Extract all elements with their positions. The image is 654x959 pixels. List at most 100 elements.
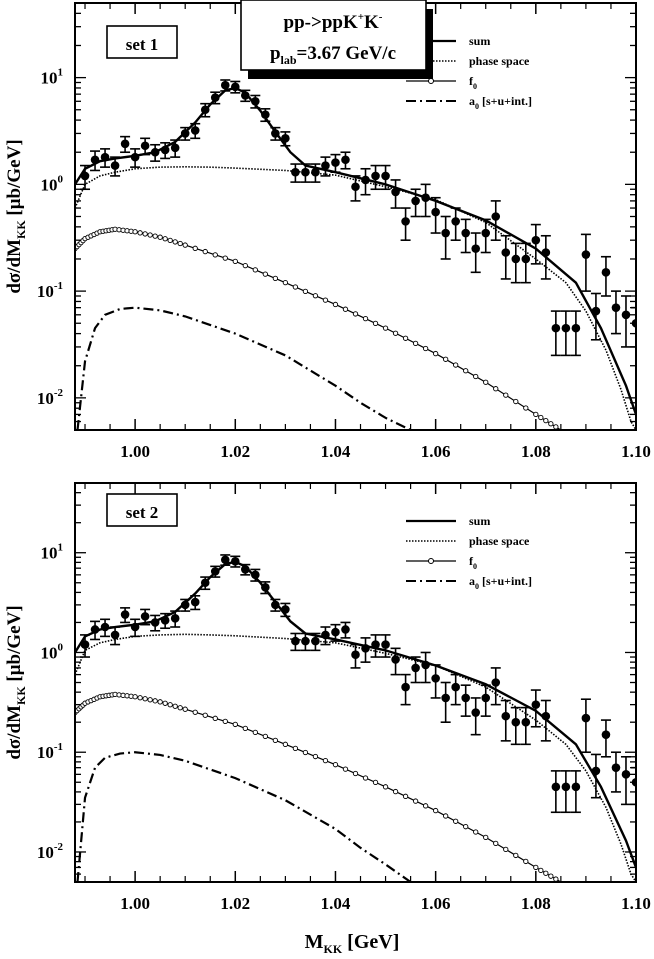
data-point <box>611 303 621 312</box>
f0-marker <box>463 368 469 374</box>
f0-marker <box>272 275 279 282</box>
plot-frame <box>74 482 637 883</box>
data-point <box>140 141 150 151</box>
data-point <box>190 126 200 135</box>
data-point <box>521 254 531 264</box>
data-point <box>351 182 360 192</box>
data-point <box>230 557 240 566</box>
f0-marker <box>513 398 519 405</box>
f0-marker <box>432 350 439 357</box>
f0-marker <box>192 709 198 715</box>
data-point <box>501 711 511 721</box>
series-phase-space-line <box>75 633 636 882</box>
data-point <box>261 110 270 119</box>
data-point <box>321 161 330 170</box>
data-point <box>471 708 481 717</box>
x-tick-label: 1.02 <box>220 894 250 913</box>
data-point <box>481 228 491 238</box>
data-point <box>561 782 571 792</box>
data-point <box>241 565 250 574</box>
f0-marker <box>543 870 549 876</box>
f0-marker <box>142 696 148 702</box>
legend-label: a0 [s+u+int.] <box>469 94 532 111</box>
x-tick-label: 1.02 <box>220 442 250 461</box>
data-point <box>291 167 300 177</box>
data-point <box>381 640 390 649</box>
f0-marker <box>548 873 554 879</box>
f0-marker <box>483 379 489 385</box>
x-tick-label: 1.06 <box>421 442 451 461</box>
f0-marker <box>152 233 158 239</box>
f0-marker <box>312 293 319 299</box>
data-point <box>401 682 410 692</box>
y-tick-label: 100 <box>41 173 64 194</box>
f0-marker <box>443 813 449 819</box>
legend-label: f0 <box>469 74 477 91</box>
data-point <box>571 782 581 792</box>
f0-marker <box>382 784 389 790</box>
data-point <box>301 636 310 646</box>
series-sum-line <box>75 86 636 415</box>
f0-marker <box>172 703 178 709</box>
legend-marker <box>428 558 434 564</box>
data-point <box>451 682 460 692</box>
data-point <box>241 91 250 100</box>
y-tick-label: 101 <box>41 542 64 563</box>
data-point <box>311 636 320 646</box>
f0-marker <box>302 288 309 295</box>
f0-marker <box>523 405 529 411</box>
series-a0-s-u-int-line <box>76 751 412 882</box>
data-point <box>601 268 611 277</box>
data-point <box>511 254 521 264</box>
f0-marker <box>422 345 429 352</box>
data-point <box>251 96 260 106</box>
f0-marker <box>167 702 173 708</box>
data-point <box>80 171 90 181</box>
panel-label-box <box>106 25 178 59</box>
f0-marker <box>493 386 499 392</box>
x-tick-label: 1.04 <box>321 442 351 461</box>
data-point <box>341 155 350 165</box>
data-point <box>261 583 270 592</box>
x-tick-label: 1.10 <box>621 894 651 913</box>
f0-marker <box>553 424 559 430</box>
f0-marker <box>292 745 299 752</box>
data-point <box>581 250 591 259</box>
x-tick-label: 1.10 <box>621 442 651 461</box>
y-tick-label: 101 <box>41 67 64 88</box>
data-point <box>100 152 110 162</box>
data-point <box>251 570 260 580</box>
f0-marker <box>157 699 163 705</box>
data-point <box>341 625 350 634</box>
legend-label: phase space <box>469 534 530 548</box>
data-point <box>170 614 180 623</box>
data-point <box>331 627 340 637</box>
panel-2: 1.00 1.02 1.04 1.06 1.08 1.10 101 100 10-1 10-2 se… <box>4 482 651 956</box>
f0-marker <box>382 325 389 331</box>
y-tick-label: 10-1 <box>37 280 63 301</box>
f0-marker <box>177 705 183 711</box>
data-point <box>271 129 280 138</box>
data-point <box>421 660 430 670</box>
legend-label: sum <box>469 514 490 528</box>
title-box <box>240 0 427 71</box>
data-point <box>431 674 440 683</box>
f0-marker <box>473 829 479 835</box>
f0-marker <box>412 340 419 347</box>
y-tick-label: 10-1 <box>37 741 63 762</box>
f0-marker <box>162 700 168 706</box>
series-f0-line <box>75 693 562 882</box>
data-point <box>371 171 380 181</box>
x-tick-label: 1.00 <box>120 442 150 461</box>
data-point <box>140 612 150 621</box>
data-point <box>351 650 360 659</box>
f0-marker <box>543 417 549 424</box>
data-point <box>110 161 120 170</box>
f0-marker <box>302 749 309 756</box>
data-point <box>170 143 180 153</box>
f0-marker <box>157 234 163 240</box>
f0-marker <box>533 864 539 871</box>
data-point <box>311 167 320 177</box>
x-axis-title: MKK [GeV] <box>305 931 400 956</box>
